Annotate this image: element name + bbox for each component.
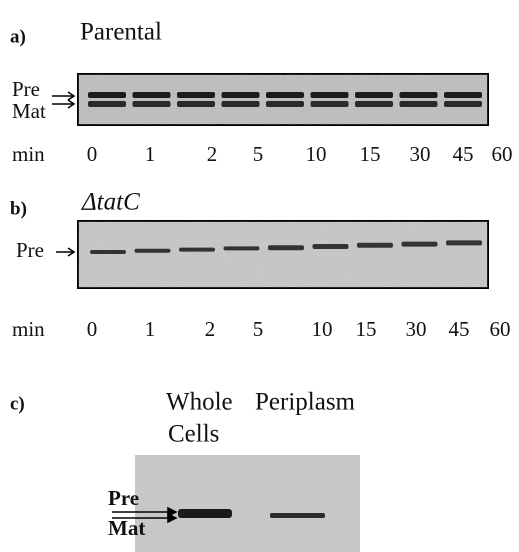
lane-label: 2 bbox=[207, 142, 218, 166]
band bbox=[134, 248, 171, 253]
lane-label: 5 bbox=[253, 317, 264, 341]
panel-title: ΔtatC bbox=[81, 189, 140, 216]
lane-label: 45 bbox=[453, 142, 474, 166]
panel-label: b) bbox=[10, 198, 27, 219]
band bbox=[401, 241, 438, 247]
band bbox=[88, 101, 126, 107]
band bbox=[179, 247, 215, 252]
band bbox=[266, 101, 304, 107]
gel bbox=[135, 455, 360, 552]
lane-label: 1 bbox=[145, 317, 156, 341]
band bbox=[88, 92, 126, 98]
band bbox=[221, 92, 260, 98]
lane-label: 30 bbox=[410, 142, 431, 166]
lane-label: 15 bbox=[356, 317, 377, 341]
band bbox=[357, 242, 393, 248]
lane-label: 30 bbox=[406, 317, 427, 341]
panel-label: c) bbox=[10, 393, 25, 414]
column-label: Cells bbox=[168, 421, 219, 448]
band bbox=[444, 101, 482, 107]
arrow bbox=[56, 247, 76, 257]
mat-label: Mat bbox=[108, 516, 145, 540]
band bbox=[268, 245, 304, 251]
gel bbox=[77, 73, 489, 126]
lane-label: 10 bbox=[306, 142, 327, 166]
arrows bbox=[112, 506, 178, 524]
band bbox=[221, 101, 260, 107]
band bbox=[132, 92, 171, 98]
band bbox=[177, 92, 215, 98]
lane-label: 60 bbox=[492, 142, 513, 166]
axis-label: min bbox=[12, 142, 45, 166]
lane-label: 0 bbox=[87, 317, 98, 341]
mat-label: Mat bbox=[12, 99, 46, 123]
band bbox=[446, 240, 482, 246]
band bbox=[132, 101, 171, 107]
lane-label: 1 bbox=[145, 142, 156, 166]
lane-label: 2 bbox=[205, 317, 216, 341]
band bbox=[90, 250, 126, 254]
band bbox=[399, 101, 438, 107]
band bbox=[310, 92, 349, 98]
column-label: Periplasm bbox=[255, 389, 356, 416]
pre-label: Pre bbox=[16, 238, 44, 262]
band bbox=[223, 246, 260, 251]
band bbox=[177, 101, 215, 107]
band bbox=[399, 92, 438, 98]
band bbox=[266, 92, 304, 98]
axis-label: min bbox=[12, 317, 45, 341]
arrows bbox=[52, 91, 76, 109]
pre-label: Pre bbox=[108, 486, 139, 510]
band bbox=[310, 101, 349, 107]
panel-title: Parental bbox=[80, 19, 162, 46]
band bbox=[355, 101, 393, 107]
column-label: Whole bbox=[166, 389, 233, 416]
band bbox=[355, 92, 393, 98]
lane-label: 15 bbox=[360, 142, 381, 166]
lane-label: 0 bbox=[87, 142, 98, 166]
panel-label: a) bbox=[10, 26, 26, 47]
lane-label: 45 bbox=[449, 317, 470, 341]
lane-label: 10 bbox=[312, 317, 333, 341]
lane-label: 5 bbox=[253, 142, 264, 166]
gel bbox=[77, 220, 489, 289]
lane-label: 60 bbox=[490, 317, 511, 341]
pre-label: Pre bbox=[12, 77, 40, 101]
band bbox=[444, 92, 482, 98]
band bbox=[312, 244, 349, 249]
